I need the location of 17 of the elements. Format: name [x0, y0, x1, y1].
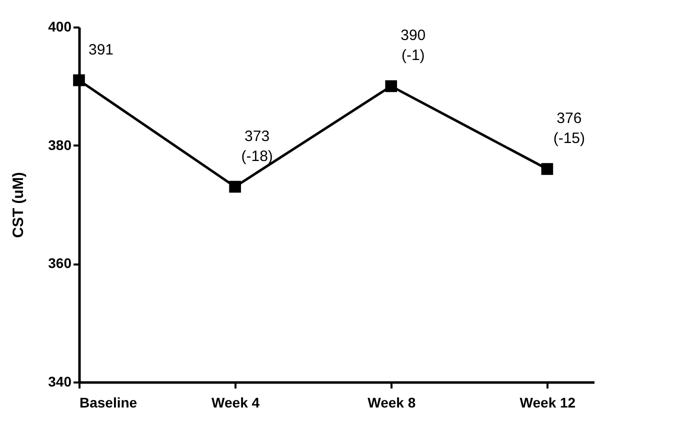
data-label: 376 (-15): [553, 110, 586, 147]
x-tick-label: Week 12: [520, 394, 576, 410]
y-tick-label: 380: [48, 136, 72, 153]
data-label: 390 (-1): [400, 27, 426, 64]
x-tick-label: Baseline: [80, 394, 138, 410]
point: [385, 80, 398, 92]
y-tick-label: 400: [48, 18, 72, 34]
data-label: 391: [88, 41, 114, 58]
x-tick-label: Week 8: [368, 394, 416, 410]
y-axis-title: CST (uM): [10, 172, 28, 238]
point: [229, 180, 241, 193]
data-label: 373 (-18): [241, 128, 273, 165]
point: [73, 74, 85, 86]
y-tick-label: 360: [48, 255, 72, 272]
y-tick-label: 340: [48, 374, 72, 390]
point: [541, 163, 554, 175]
x-tick-label: Week 4: [212, 394, 260, 410]
